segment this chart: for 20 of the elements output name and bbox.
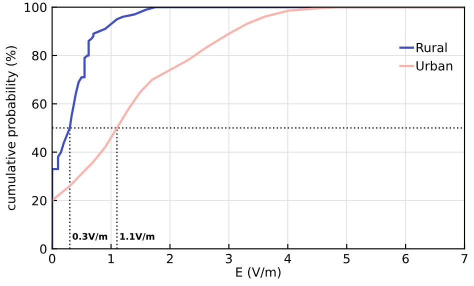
y-tick-label: 20 [32,196,46,206]
y-axis-title: cumulative probability (%) [6,46,18,210]
y-tick-label: 0 [40,244,46,254]
legend-label: Urban [416,60,452,71]
ref-line-label: 1.1V/m [120,233,154,241]
x-tick-label: 0 [48,254,56,264]
x-axis-title: E (V/m) [236,267,281,278]
y-tick-label: 100 [24,2,46,12]
x-tick-label: 6 [402,254,409,264]
x-tick-label: 4 [284,254,292,264]
y-tick-label: 80 [32,50,46,60]
x-tick-label: 3 [226,254,232,264]
legend-label: Rural [416,42,447,52]
ref-line-label: 0.3V/m [72,232,108,241]
x-tick-label: 5 [344,254,350,264]
x-tick-label: 1 [108,254,114,264]
y-tick-label: 60 [32,99,46,109]
x-tick-label: 7 [462,254,468,264]
x-tick-label: 2 [166,254,173,264]
y-tick-label: 40 [32,148,46,158]
